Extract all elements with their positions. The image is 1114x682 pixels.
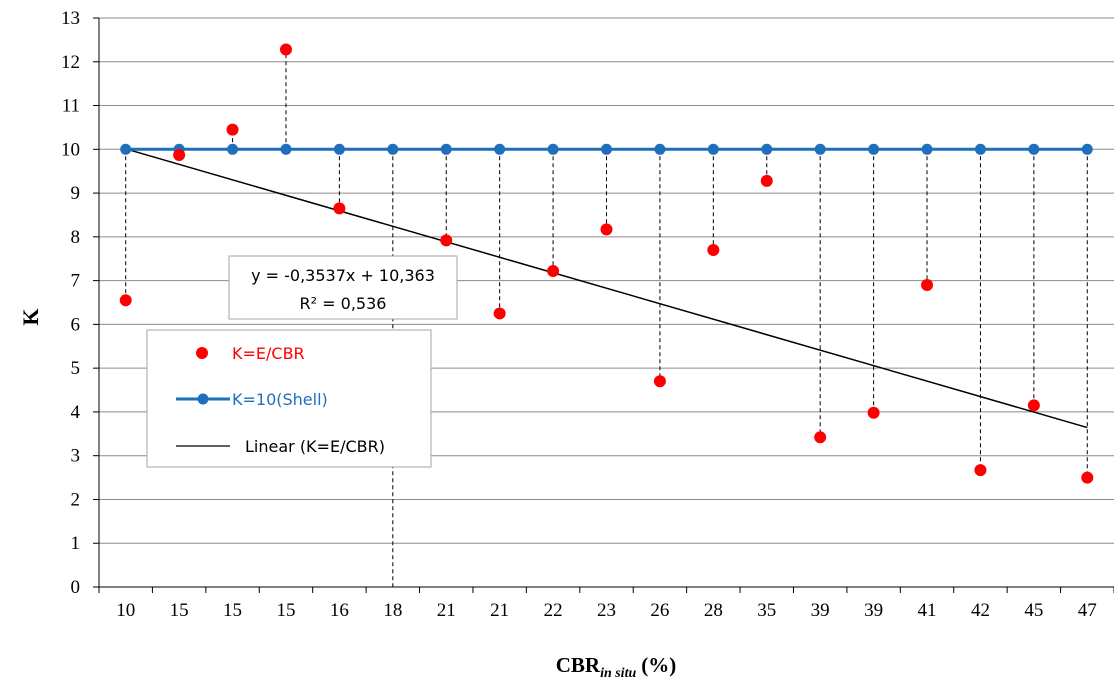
shell-point-9	[601, 143, 612, 155]
k-ecbr-series	[119, 43, 1094, 484]
legend-label-linear: Linear (K=E/CBR)	[245, 437, 385, 456]
shell-point-11	[707, 143, 719, 155]
shell-point-13	[814, 143, 826, 155]
kecbr-point-9	[600, 223, 613, 236]
y-tick-label-11: 11	[62, 96, 80, 117]
x-axis-label-unit: (%)	[641, 653, 676, 677]
x-tick-label-15: 41	[918, 600, 937, 621]
trend-equation: y = -0,3537x + 10,363	[251, 266, 435, 285]
x-axis-label-main: CBR	[556, 653, 601, 677]
legend-marker-kecbr	[196, 347, 208, 359]
shell-point-18	[1081, 143, 1093, 155]
shell-point-12	[761, 143, 773, 155]
y-tick-label-12: 12	[61, 52, 80, 73]
x-axis-label-sub: in situ	[600, 666, 636, 681]
trend-r-squared: R² = 0,536	[300, 294, 387, 313]
trendline-group	[125, 148, 1088, 429]
kecbr-point-17	[1027, 399, 1040, 412]
shell-point-6	[440, 143, 452, 155]
shell-point-5	[387, 143, 399, 155]
x-tick-label-10: 26	[650, 600, 669, 621]
y-tick-label-8: 8	[71, 227, 81, 248]
trendline	[125, 148, 1088, 429]
y-tick-label-0: 0	[71, 577, 81, 598]
kecbr-point-16	[974, 464, 987, 477]
y-tick-label-9: 9	[71, 183, 81, 204]
x-tick-label-9: 23	[597, 600, 616, 621]
x-tick-label-7: 21	[490, 600, 509, 621]
kecbr-point-18	[1081, 471, 1094, 484]
kecbr-point-10	[653, 375, 666, 388]
x-tick-label-13: 39	[811, 600, 830, 621]
legend-marker-shell	[197, 393, 209, 405]
y-tick-label-3: 3	[71, 446, 81, 467]
x-tick-label-18: 47	[1078, 600, 1097, 621]
shell-point-15	[921, 143, 933, 155]
x-tick-label-17: 45	[1024, 600, 1043, 621]
x-tick-label-8: 22	[544, 600, 563, 621]
shell-point-8	[547, 143, 559, 155]
kecbr-point-8	[547, 264, 560, 277]
kecbr-point-11	[707, 243, 720, 256]
equation-box: y = -0,3537x + 10,363 R² = 0,536	[228, 255, 458, 320]
shell-point-10	[654, 143, 666, 155]
legend-label-kecbr: K=E/CBR	[232, 344, 305, 363]
y-tick-label-13: 13	[61, 8, 80, 29]
x-tick-label-6: 21	[437, 600, 456, 621]
x-tick-label-16: 42	[971, 600, 990, 621]
x-tick-label-4: 16	[330, 600, 349, 621]
legend: K=E/CBR K=10(Shell) Linear (K=E/CBR)	[146, 329, 432, 468]
y-tick-label-5: 5	[71, 358, 81, 379]
shell-point-0	[120, 143, 132, 155]
x-tick-label-14: 39	[864, 600, 883, 621]
kecbr-point-6	[440, 234, 453, 247]
shell-series	[120, 143, 1093, 155]
kecbr-point-13	[814, 431, 827, 444]
x-tick-label-3: 15	[276, 600, 295, 621]
kecbr-point-7	[493, 307, 506, 320]
shell-point-16	[974, 143, 986, 155]
shell-point-14	[868, 143, 880, 155]
kecbr-point-3	[279, 43, 292, 56]
kecbr-point-14	[867, 406, 880, 419]
legend-label-shell: K=10(Shell)	[232, 390, 328, 409]
x-tick-label-0: 10	[116, 600, 135, 621]
x-tick-label-2: 15	[223, 600, 242, 621]
y-tick-label-4: 4	[71, 402, 81, 423]
x-tick-label-11: 28	[704, 600, 723, 621]
y-axis-label: K	[18, 308, 43, 325]
kecbr-point-0	[119, 294, 132, 307]
axes	[93, 17, 1114, 593]
shell-point-17	[1028, 143, 1040, 155]
y-tick-label-6: 6	[71, 314, 81, 335]
y-tick-label-7: 7	[71, 271, 81, 292]
kecbr-point-1	[173, 148, 186, 161]
x-tick-label-1: 15	[170, 600, 189, 621]
x-axis-label: CBRin situ (%)	[556, 653, 677, 681]
y-tick-label-2: 2	[71, 489, 81, 510]
drop-lines	[125, 49, 1088, 587]
shell-point-2	[227, 143, 239, 155]
kecbr-point-12	[760, 174, 773, 187]
y-tick-label-1: 1	[71, 533, 81, 554]
shell-point-4	[333, 143, 345, 155]
shell-point-3	[280, 143, 292, 155]
x-tick-label-5: 18	[383, 600, 402, 621]
kecbr-point-15	[921, 278, 934, 291]
kecbr-point-4	[333, 202, 346, 215]
shell-point-7	[494, 143, 506, 155]
kecbr-point-2	[226, 123, 239, 136]
x-tick-label-12: 35	[757, 600, 776, 621]
y-tick-label-10: 10	[61, 139, 80, 160]
